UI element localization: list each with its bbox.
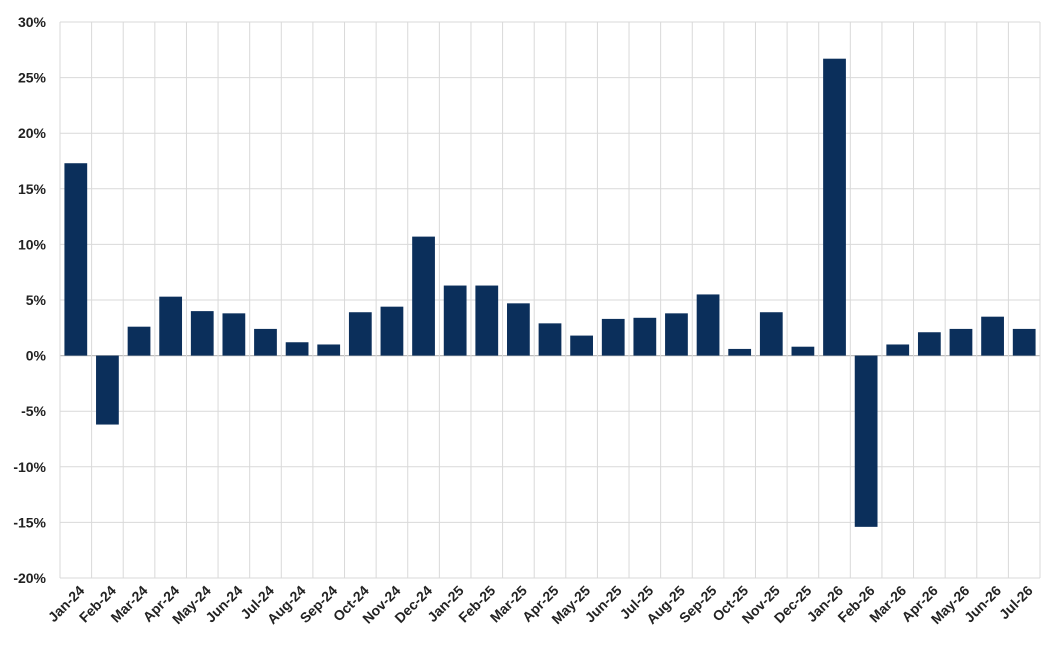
- x-axis: Jan-24Feb-24Mar-24Apr-24May-24Jun-24Jul-…: [45, 582, 1036, 627]
- bar: [570, 335, 593, 356]
- bar: [633, 317, 657, 356]
- y-tick-label: 20%: [18, 125, 47, 141]
- bar: [886, 344, 910, 356]
- bar: [854, 355, 878, 527]
- y-tick-label: 5%: [26, 292, 47, 308]
- bar: [917, 332, 941, 356]
- y-tick-label: -5%: [21, 403, 46, 419]
- bar: [222, 313, 246, 356]
- bar: [285, 342, 309, 356]
- y-tick-label: -10%: [13, 459, 46, 475]
- y-tick-label: 10%: [18, 236, 47, 252]
- bar: [96, 355, 119, 425]
- bar: [507, 303, 530, 356]
- bar: [380, 306, 404, 356]
- bar: [475, 285, 499, 356]
- y-tick-label: 0%: [26, 348, 47, 364]
- grid: [59, 21, 1041, 579]
- bar: [1012, 328, 1036, 356]
- bar: [823, 58, 846, 356]
- y-tick-label: 25%: [18, 70, 47, 86]
- bar: [190, 311, 214, 356]
- y-axis: 30% 25% 20% 15% 10% 5% 0% -5% -10% -15% -20%: [13, 14, 46, 586]
- bar: [348, 312, 372, 356]
- y-tick-label: -15%: [13, 514, 46, 530]
- y-tick-label: 30%: [18, 14, 47, 30]
- bar: [981, 316, 1004, 356]
- bar: [949, 328, 973, 356]
- bar: [443, 285, 467, 356]
- bar: [254, 328, 277, 356]
- bars: [64, 58, 1036, 527]
- bar: [159, 296, 183, 356]
- bar: [665, 313, 688, 356]
- bar: [601, 318, 625, 356]
- y-tick-label: -20%: [13, 570, 46, 586]
- bar: [412, 236, 435, 356]
- bar: [696, 294, 720, 356]
- y-tick-label: 15%: [18, 181, 47, 197]
- bar: [791, 346, 815, 356]
- x-tick-label: Jul-26: [996, 582, 1036, 622]
- bar: [759, 312, 783, 356]
- bar: [317, 344, 341, 356]
- bar: [127, 326, 151, 356]
- bar: [728, 348, 752, 356]
- bar: [64, 163, 88, 356]
- bar: [538, 323, 562, 356]
